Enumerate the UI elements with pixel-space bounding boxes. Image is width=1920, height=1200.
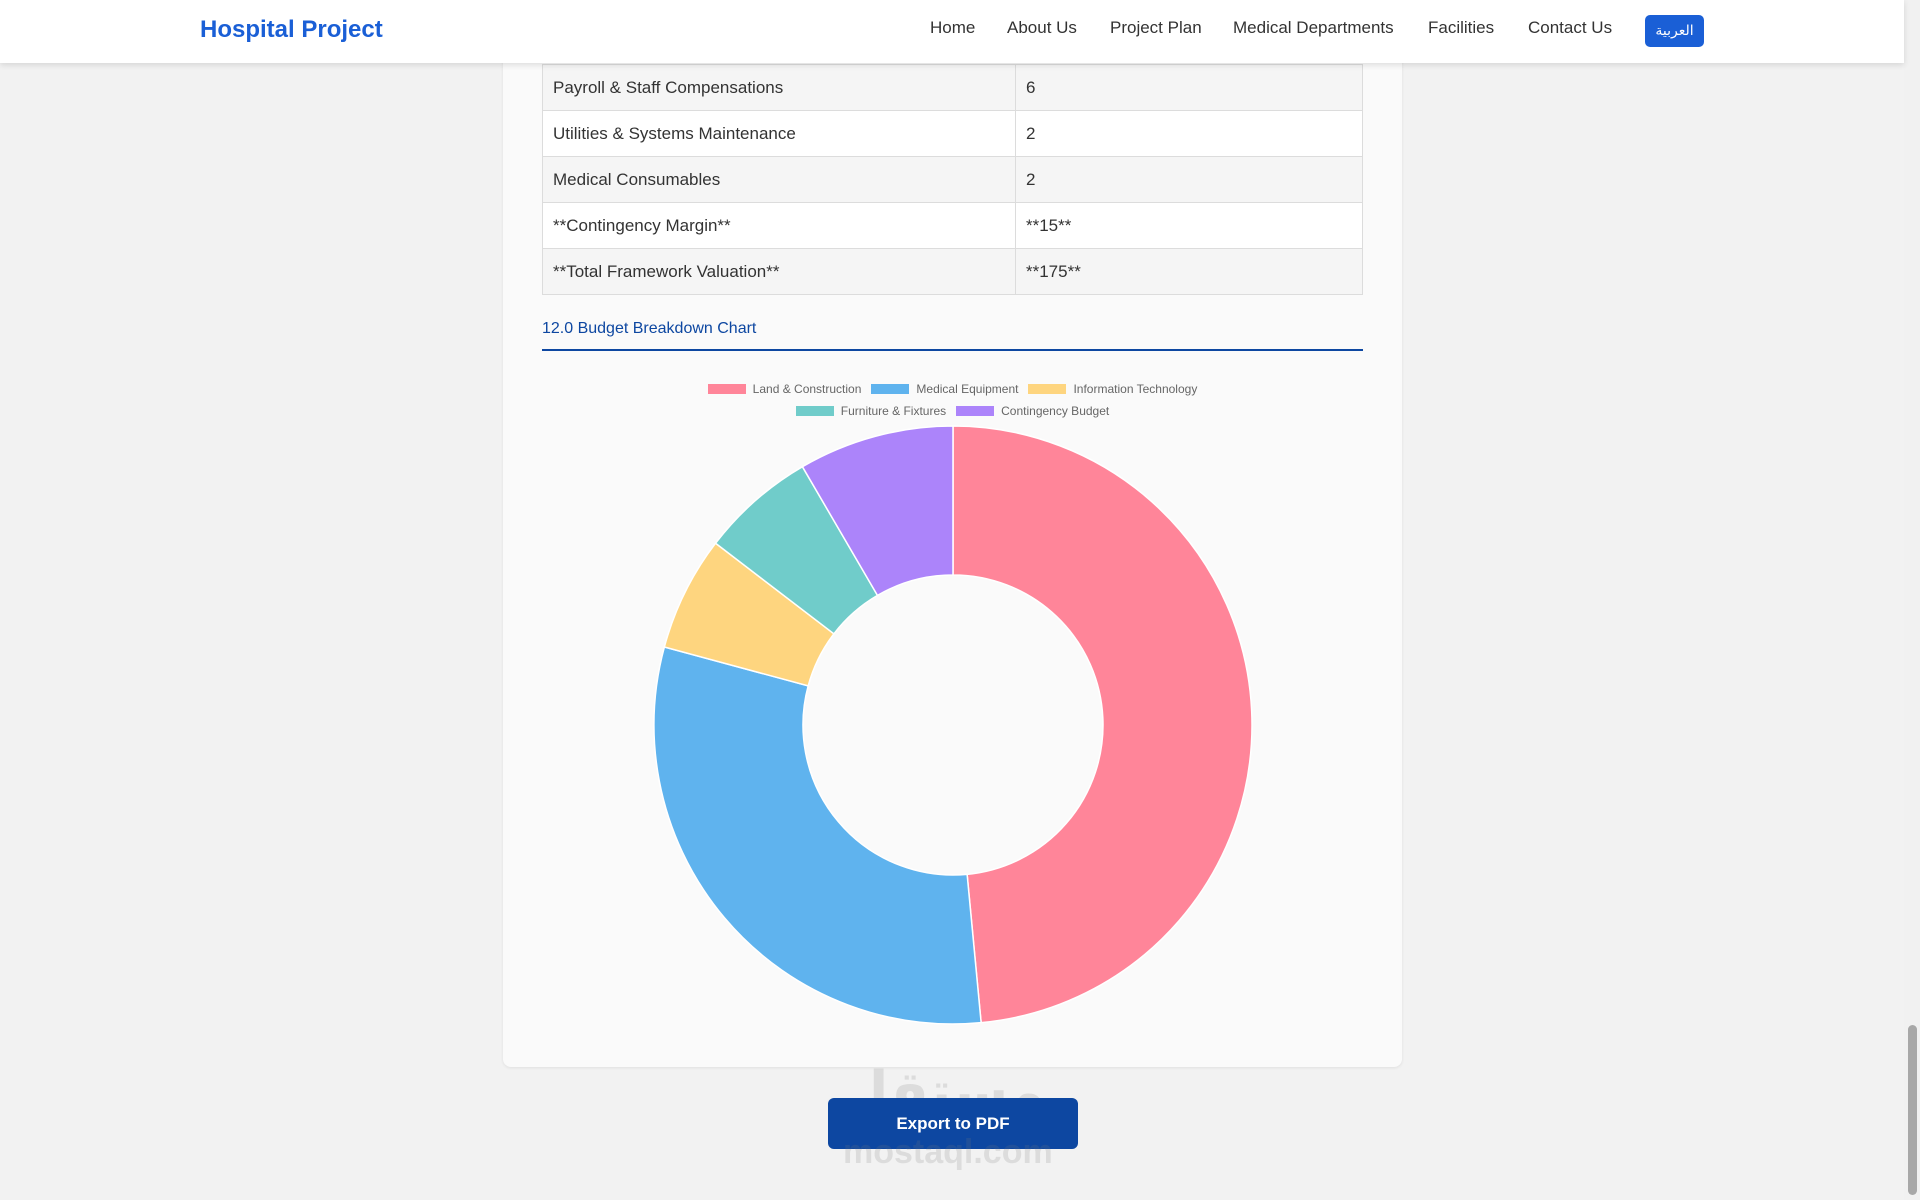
- legend-swatch: [956, 406, 995, 416]
- table-row: Medical Consumables 2: [542, 156, 1363, 203]
- table-row: Payroll & Staff Compensations 6: [542, 64, 1363, 111]
- page-scrollbar[interactable]: [1904, 0, 1920, 1200]
- donut-slice[interactable]: [653, 646, 982, 1025]
- legend-label: Land & Construction: [752, 382, 862, 396]
- donut-slice[interactable]: [952, 425, 1253, 1024]
- budget-table: Payroll & Staff Compensations 6 Utilities …: [542, 64, 1363, 295]
- watermark-latin: mostaql.com: [843, 1133, 1053, 1171]
- nav-project-plan[interactable]: Project Plan: [1110, 18, 1202, 37]
- legend-item[interactable]: Land & Construction: [707, 382, 862, 396]
- legend-swatch: [795, 406, 834, 416]
- export-pdf-button[interactable]: Export to PDF: [828, 1098, 1078, 1149]
- brand-logo[interactable]: Hospital Project: [200, 16, 383, 43]
- nav-facilities[interactable]: Facilities: [1428, 18, 1495, 37]
- content-card: Payroll & Staff Compensations 6 Utilities …: [503, 0, 1402, 1067]
- table-cell-value: 6: [1015, 64, 1363, 111]
- legend-swatch: [871, 384, 910, 394]
- table-cell-item: Payroll & Staff Compensations: [542, 64, 1016, 111]
- legend-item[interactable]: Medical Equipment: [871, 382, 1018, 396]
- table-row: Utilities & Systems Maintenance 2: [542, 110, 1363, 157]
- table-cell-item: Utilities & Systems Maintenance: [542, 110, 1016, 157]
- table-cell-item: **Total Framework Valuation**: [542, 248, 1016, 295]
- table-cell-value: **15**: [1015, 202, 1363, 249]
- nav-contact-us[interactable]: Contact Us: [1528, 18, 1613, 37]
- scrollbar-thumb[interactable]: [1908, 1025, 1917, 1195]
- table-cell-value: 2: [1015, 156, 1363, 203]
- nav-about-us[interactable]: About Us: [1007, 18, 1077, 37]
- table-row: **Contingency Margin** **15**: [542, 202, 1363, 249]
- legend-label: Furniture & Fixtures: [840, 404, 947, 418]
- legend-item[interactable]: Contingency Budget: [956, 404, 1109, 418]
- legend-swatch: [1028, 384, 1067, 394]
- legend-item[interactable]: Information Technology: [1028, 382, 1197, 396]
- legend-label: Medical Equipment: [916, 382, 1019, 396]
- table-cell-value: 2: [1015, 110, 1363, 157]
- legend-item[interactable]: Furniture & Fixtures: [795, 404, 947, 418]
- nav-home[interactable]: Home: [930, 18, 976, 37]
- table-cell-item: Medical Consumables: [542, 156, 1016, 203]
- table-cell-value: **175**: [1015, 248, 1363, 295]
- language-toggle-button[interactable]: العربية: [1645, 15, 1704, 47]
- table-cell-item: **Contingency Margin**: [542, 202, 1016, 249]
- top-navbar: Hospital Project Home About Us Project Pla…: [0, 0, 1904, 63]
- legend-label: Information Technology: [1073, 382, 1198, 396]
- table-row: **Total Framework Valuation** **175**: [542, 248, 1363, 295]
- nav-medical-departments[interactable]: Medical Departments: [1233, 18, 1394, 37]
- chart-legend: Land & Construction Medical Equipment Info…: [542, 378, 1363, 422]
- budget-donut-chart: [653, 425, 1253, 1025]
- section-title: 12.0 Budget Breakdown Chart: [542, 320, 1363, 351]
- legend-swatch: [707, 384, 746, 394]
- donut-slice[interactable]: [801, 425, 954, 597]
- legend-label: Contingency Budget: [1001, 404, 1110, 418]
